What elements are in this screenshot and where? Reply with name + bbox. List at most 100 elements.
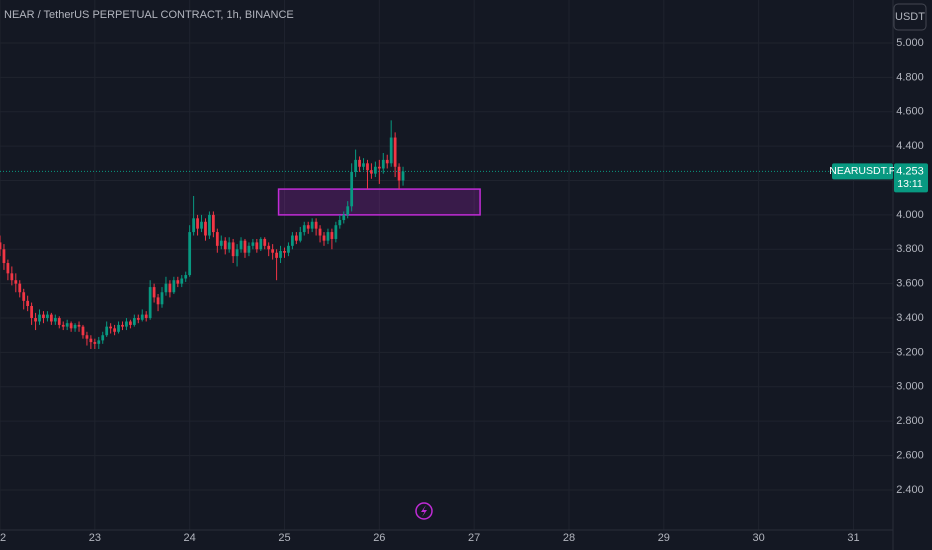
candle-body <box>144 314 148 319</box>
candle-body <box>18 283 22 293</box>
candle-body <box>397 166 401 181</box>
y-tick-label: 3.800 <box>896 243 924 255</box>
candle-body <box>350 171 354 207</box>
candle-body <box>267 245 271 250</box>
candle-body <box>326 232 330 241</box>
candle-body <box>231 242 235 257</box>
candle-body <box>279 250 282 258</box>
candle-body <box>366 163 369 171</box>
currency-button[interactable] <box>893 3 927 31</box>
candle-body <box>89 338 93 343</box>
y-tick-label: 4.000 <box>896 209 924 221</box>
y-tick-label: 3.000 <box>896 381 924 393</box>
x-tick-label: 30 <box>753 532 765 544</box>
candle-body <box>342 214 346 221</box>
candle-body <box>263 238 267 246</box>
candle-body <box>196 218 199 229</box>
candle-body <box>377 166 381 169</box>
candle-body <box>121 324 124 327</box>
candle-body <box>6 263 10 274</box>
candle-body <box>81 326 85 336</box>
candle-body <box>283 250 286 253</box>
candle-body <box>334 225 338 239</box>
candle-body <box>109 326 113 329</box>
candle-body <box>101 335 105 341</box>
candle-body <box>30 306 33 319</box>
candle-body <box>318 228 322 236</box>
y-tick-label: 3.200 <box>896 346 924 358</box>
candle-body <box>373 166 377 174</box>
price-label: 4.253 <box>896 165 924 177</box>
candle-body <box>211 214 215 233</box>
candle-body <box>227 242 231 250</box>
x-tick-label: 24 <box>184 532 196 544</box>
candle-body <box>294 235 298 241</box>
candle-body <box>140 314 144 320</box>
candle-body <box>164 283 168 293</box>
y-tick-label: 4.400 <box>896 140 924 152</box>
candle-body <box>117 324 120 332</box>
y-tick-label: 3.400 <box>896 312 924 324</box>
x-tick-label: 29 <box>658 532 670 544</box>
x-tick-label: 28 <box>563 532 575 544</box>
x-tick-label: 31 <box>847 532 859 544</box>
candle-body <box>208 214 211 236</box>
candle-body <box>105 326 109 336</box>
candle-body <box>215 232 219 246</box>
candle-body <box>168 283 172 293</box>
events-icon[interactable] <box>415 502 433 520</box>
candle-body <box>381 159 385 169</box>
candle-body <box>306 225 310 229</box>
candle-body <box>160 292 164 305</box>
candle-body <box>57 318 61 325</box>
y-tick-label: 2.800 <box>896 415 924 427</box>
candle-body <box>401 171 405 181</box>
candle-body <box>393 137 397 167</box>
candle-body <box>200 221 203 229</box>
candle-body <box>354 159 358 172</box>
candle-body <box>251 242 255 246</box>
candle-body <box>271 249 275 253</box>
plot <box>0 120 893 349</box>
y-tick-label: 4.800 <box>896 71 924 83</box>
candle-body <box>125 321 128 327</box>
candle-body <box>156 297 160 305</box>
candle-body <box>192 218 195 233</box>
candle-body <box>310 221 314 229</box>
candle-body <box>113 328 116 332</box>
countdown-label: 13:11 <box>897 178 923 190</box>
candle-body <box>34 318 37 322</box>
candle-body <box>38 314 41 322</box>
currency-label[interactable]: USDT <box>895 11 925 23</box>
candle-body <box>322 235 326 241</box>
candle-body <box>314 221 318 229</box>
candle-body <box>129 321 132 325</box>
x-tick-label: 27 <box>468 532 480 544</box>
candle-body <box>243 240 247 253</box>
candle-body <box>239 240 243 250</box>
y-tick-label: 2.400 <box>896 484 924 496</box>
candle-body <box>370 170 373 174</box>
y-tick-label: 4.600 <box>896 106 924 118</box>
candle-body <box>389 137 393 164</box>
candle-body <box>223 240 227 250</box>
candle-body <box>259 238 263 250</box>
x-tick-label: 26 <box>373 532 385 544</box>
candle-body <box>188 232 192 276</box>
candle-body <box>176 280 180 284</box>
candle-body <box>255 242 259 250</box>
candle-body <box>275 252 278 258</box>
candle-body <box>93 342 97 344</box>
candle-body <box>65 323 69 327</box>
candle-body <box>53 318 57 322</box>
candle-body <box>184 275 188 279</box>
candle-body <box>385 159 389 164</box>
candle-body <box>10 273 14 281</box>
candle-body <box>14 280 18 284</box>
candle-body <box>247 245 251 253</box>
candle-body <box>26 300 30 307</box>
price-tag <box>894 163 928 193</box>
candle-body <box>22 292 26 301</box>
candle-body <box>136 318 140 320</box>
